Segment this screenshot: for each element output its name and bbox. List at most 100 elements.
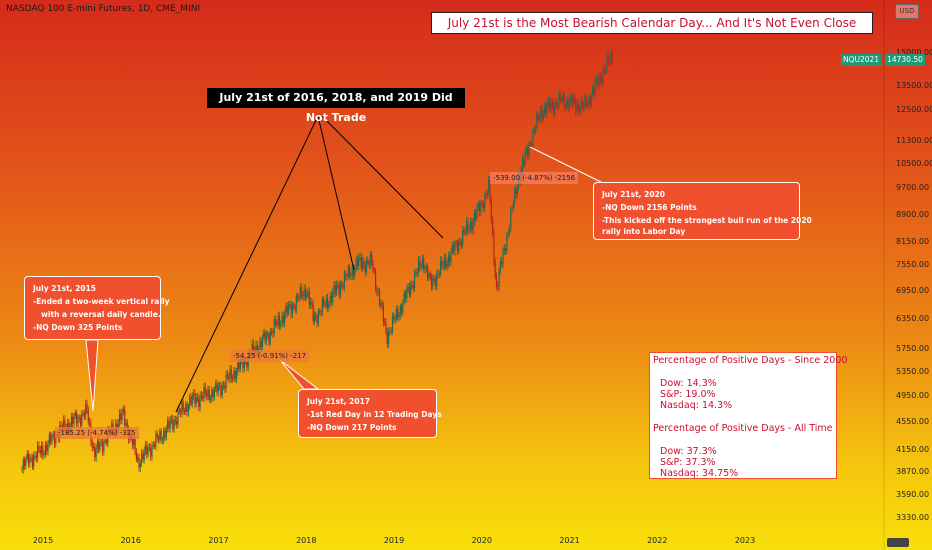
candle-body xyxy=(564,105,566,107)
candle-body xyxy=(536,113,538,127)
candle-body xyxy=(95,448,97,458)
candle-body xyxy=(204,386,206,394)
candle-body xyxy=(385,322,387,333)
candle-body xyxy=(399,306,401,316)
candle-body xyxy=(24,459,26,466)
candle-body xyxy=(222,385,225,387)
annotation-lines xyxy=(85,115,608,413)
callout-pointer-2017 xyxy=(279,359,320,390)
candle-body xyxy=(317,311,319,324)
candle-body xyxy=(434,279,436,287)
candle-body xyxy=(300,287,303,296)
candle-body xyxy=(533,130,535,132)
candle-body xyxy=(562,94,564,101)
candle-body xyxy=(603,70,605,72)
candle-body xyxy=(151,445,153,457)
candle-body xyxy=(341,284,343,286)
candle-body xyxy=(64,419,66,429)
candle-body xyxy=(168,420,170,429)
candle-body xyxy=(102,442,104,452)
candle-body xyxy=(105,440,108,443)
candle-body xyxy=(566,100,568,106)
candle-body xyxy=(364,265,366,273)
candle-body xyxy=(346,276,348,278)
candle-body xyxy=(386,332,388,344)
candle-body xyxy=(371,254,373,263)
note-2017-line2: -1st Red Day in 12 Trading Days xyxy=(307,410,442,419)
candle-body xyxy=(482,204,485,209)
candle-body xyxy=(610,53,612,61)
candle-body xyxy=(76,412,78,424)
candle-body xyxy=(156,433,158,438)
symbol-price-tag: NQU2021 xyxy=(841,54,881,66)
candle-body xyxy=(499,261,501,272)
candle-body xyxy=(575,101,577,112)
y-tick-label: 3330.00 xyxy=(896,513,930,522)
candle-body xyxy=(81,413,83,426)
candle-body xyxy=(390,331,392,333)
candle-body xyxy=(299,287,301,298)
candle-body xyxy=(350,275,352,277)
candle-body xyxy=(191,396,193,404)
candle-body xyxy=(215,383,217,390)
candle-body xyxy=(606,56,608,70)
candle-body xyxy=(182,402,184,411)
candle-body xyxy=(345,273,347,277)
candle-body xyxy=(446,264,448,268)
stats-dow-all-time: Dow: 37.3% xyxy=(660,446,717,457)
candle-body xyxy=(37,445,39,459)
candle-body xyxy=(592,87,594,96)
candle-body xyxy=(53,433,56,444)
y-tick-label: 5750.00 xyxy=(896,344,930,354)
candle-body xyxy=(165,429,167,438)
candle-body xyxy=(607,56,609,63)
candle-body xyxy=(225,374,227,389)
y-tick-label: 10500.00 xyxy=(896,158,932,168)
candle-body xyxy=(375,270,377,289)
candle-body xyxy=(186,403,188,413)
candle-body xyxy=(303,288,305,297)
y-tick-label: 3590.00 xyxy=(896,489,930,499)
candle-body xyxy=(94,446,96,458)
x-tick-label: 2017 xyxy=(208,536,229,545)
note-2015-line1: July 21st, 2015 xyxy=(33,284,97,293)
candle-body xyxy=(557,105,559,107)
candle-body xyxy=(150,448,152,457)
y-tick-label: 11300.00 xyxy=(896,135,932,145)
candle-body xyxy=(558,93,560,106)
candle-body xyxy=(138,457,140,468)
candle-body xyxy=(180,411,182,413)
candle-body xyxy=(154,445,156,447)
candle-body xyxy=(563,94,565,107)
candle-body xyxy=(89,422,91,424)
candle-body xyxy=(91,441,93,448)
candle-body xyxy=(442,265,444,267)
candle-body xyxy=(298,297,300,299)
candle-body xyxy=(50,434,52,443)
candle-body xyxy=(148,447,150,449)
candle-body xyxy=(354,268,356,277)
candle-body xyxy=(167,420,169,430)
candle-body xyxy=(134,439,136,452)
candle-body xyxy=(479,204,481,213)
candle-body xyxy=(433,277,435,280)
candle-body xyxy=(297,296,299,298)
candle-body xyxy=(423,258,425,269)
candle-body xyxy=(243,360,245,369)
candle-body xyxy=(135,451,137,460)
candle-body xyxy=(315,315,317,317)
candle-body xyxy=(586,103,589,106)
candle-body xyxy=(268,334,270,343)
candle-body xyxy=(560,99,563,101)
candle-body xyxy=(437,273,439,275)
candle-body xyxy=(216,383,218,393)
candle-body xyxy=(40,445,43,454)
candle-body xyxy=(372,262,374,270)
candle-body xyxy=(302,295,304,297)
candle-body xyxy=(42,445,44,456)
candle-body xyxy=(373,269,375,271)
candle-body xyxy=(555,102,557,106)
candle-body xyxy=(393,316,395,320)
currency-button[interactable]: USD xyxy=(895,4,919,19)
